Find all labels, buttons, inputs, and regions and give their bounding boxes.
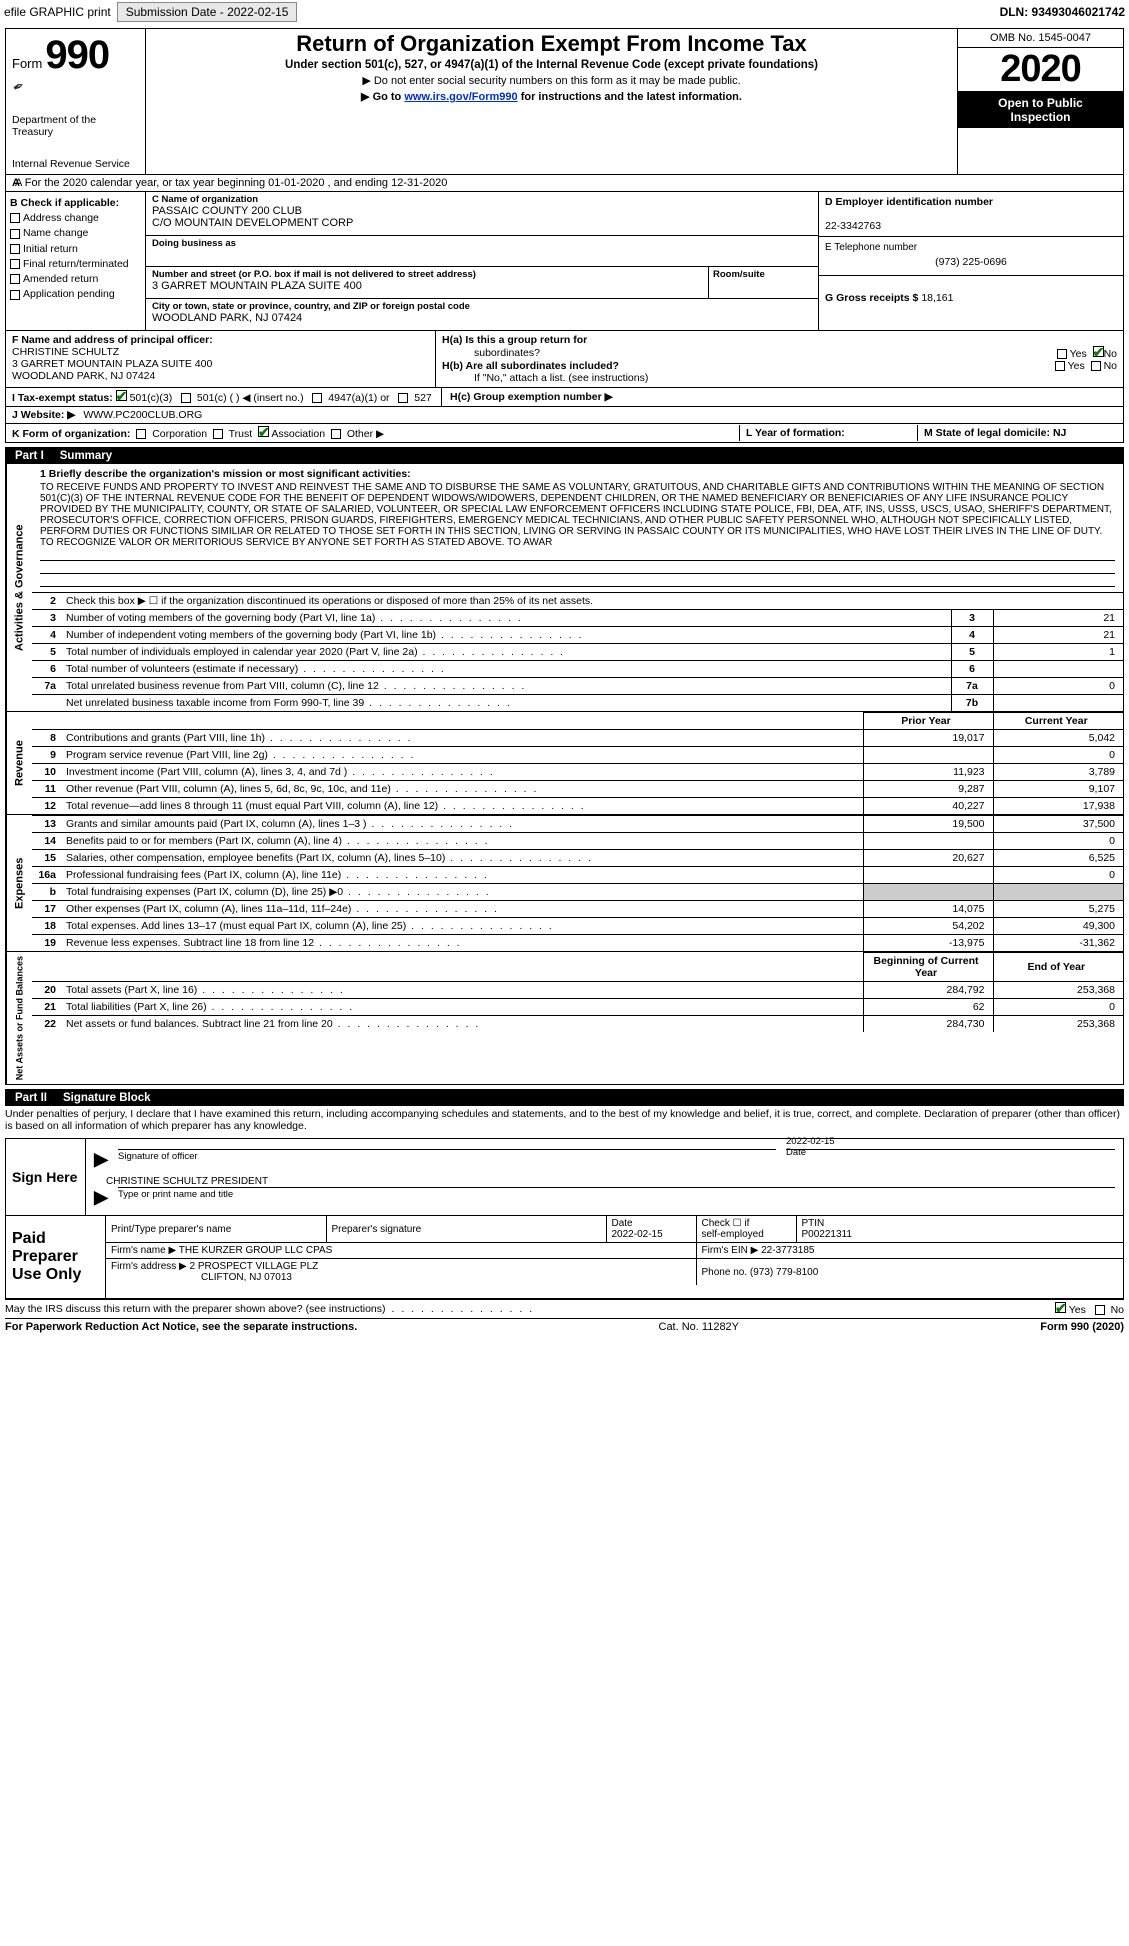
signature-declaration: Under penalties of perjury, I declare th… xyxy=(5,1106,1124,1134)
checkbox-icon[interactable] xyxy=(312,393,322,403)
checkbox-icon[interactable] xyxy=(1055,361,1065,371)
checkbox-icon[interactable] xyxy=(10,274,20,284)
efile-label: efile GRAPHIC print xyxy=(4,5,111,19)
org-street: 3 GARRET MOUNTAIN PLAZA SUITE 400 xyxy=(152,280,362,292)
dln-label: DLN: 93493046021742 xyxy=(1000,5,1125,19)
col-b: B Check if applicable: Address change Na… xyxy=(6,192,146,330)
sig-name-line: Type or print name and title xyxy=(118,1187,1115,1208)
checkbox-checked-icon[interactable] xyxy=(116,390,127,401)
expenses-section: Expenses 13Grants and similar amounts pa… xyxy=(5,815,1124,952)
checkbox-icon[interactable] xyxy=(1091,361,1101,371)
net-assets-section: Net Assets or Fund Balances Beginning of… xyxy=(5,952,1124,1085)
line-a: A A For the 2020 calendar year, or tax y… xyxy=(6,174,1123,191)
vtab-activities: Activities & Governance xyxy=(6,464,32,711)
checkbox-icon[interactable] xyxy=(136,429,146,439)
ag-table: 2Check this box ▶ ☐ if the organization … xyxy=(32,592,1123,711)
form-word: Form xyxy=(12,56,42,71)
org-name: PASSAIC COUNTY 200 CLUB xyxy=(152,205,302,217)
footer: For Paperwork Reduction Act Notice, see … xyxy=(5,1318,1124,1335)
checkbox-icon[interactable] xyxy=(10,290,20,300)
org-name-2: C/O MOUNTAIN DEVELOPMENT CORP xyxy=(152,217,353,229)
org-city: WOODLAND PARK, NJ 07424 xyxy=(152,312,302,324)
gross-receipts: 18,161 xyxy=(921,292,953,304)
vtab-net-assets: Net Assets or Fund Balances xyxy=(6,952,32,1084)
net-assets-table: Beginning of Current YearEnd of Year20To… xyxy=(32,952,1123,1032)
website: WWW.PC200CLUB.ORG xyxy=(83,409,202,421)
col-h: H(a) Is this a group return for subordin… xyxy=(436,331,1123,387)
vtab-expenses: Expenses xyxy=(6,815,32,951)
feather-icon: ✒ xyxy=(10,76,29,95)
expenses-table: 13Grants and similar amounts paid (Part … xyxy=(32,815,1123,951)
irs-link[interactable]: www.irs.gov/Form990 xyxy=(404,91,517,103)
mission-text: TO RECEIVE FUNDS AND PROPERTY TO INVEST … xyxy=(40,482,1115,548)
ssn-note: ▶ Do not enter social security numbers o… xyxy=(150,74,953,87)
sig-date-line: 2022-02-15 Date xyxy=(786,1149,1115,1170)
vtab-revenue: Revenue xyxy=(6,712,32,814)
part-1-header: Part I Summary xyxy=(5,447,1124,464)
top-toolbar: efile GRAPHIC print Submission Date - 20… xyxy=(0,0,1129,24)
checkbox-checked-icon[interactable] xyxy=(1055,1302,1066,1313)
sig-officer-line: Signature of officer xyxy=(118,1149,776,1170)
checkbox-icon[interactable] xyxy=(10,244,20,254)
checkbox-icon[interactable] xyxy=(331,429,341,439)
revenue-table: Prior YearCurrent Year8Contributions and… xyxy=(32,712,1123,814)
phone: (973) 225-0696 xyxy=(935,256,1007,268)
checkbox-checked-icon[interactable] xyxy=(258,426,269,437)
form-number: 990 xyxy=(45,33,109,78)
activities-governance: Activities & Governance 1 Briefly descri… xyxy=(5,464,1124,712)
checkbox-icon[interactable] xyxy=(181,393,191,403)
sign-here-block: Sign Here ▶ Signature of officer 2022-02… xyxy=(5,1138,1124,1216)
part-2-header: Part II Signature Block xyxy=(5,1089,1124,1106)
ein: 22-3342763 xyxy=(825,220,881,232)
tax-year: 2020 xyxy=(958,48,1123,92)
checkbox-icon[interactable] xyxy=(10,229,20,239)
header-right: OMB No. 1545-0047 2020 Open to Public In… xyxy=(958,29,1123,174)
checkbox-checked-icon[interactable] xyxy=(1093,346,1104,357)
col-degh: D Employer identification number 22-3342… xyxy=(818,192,1123,330)
checkbox-icon[interactable] xyxy=(1057,349,1067,359)
col-f: F Name and address of principal officer:… xyxy=(6,331,436,387)
officer-name: CHRISTINE SCHULTZ PRESIDENT xyxy=(86,1176,1123,1187)
header-left: Form 990 ✒ Department of the Treasury In… xyxy=(6,29,146,174)
checkbox-icon[interactable] xyxy=(213,429,223,439)
checkbox-icon[interactable] xyxy=(1095,1305,1105,1315)
form-title: Return of Organization Exempt From Incom… xyxy=(150,31,953,57)
arrow-icon: ▶ xyxy=(94,1187,108,1208)
paid-preparer-block: Paid Preparer Use Only Print/Type prepar… xyxy=(5,1216,1124,1299)
submission-date-button[interactable]: Submission Date - 2022-02-15 xyxy=(117,2,298,22)
checkbox-icon[interactable] xyxy=(10,259,20,269)
arrow-icon: ▶ xyxy=(94,1149,108,1170)
dept-irs: Internal Revenue Service xyxy=(12,158,139,170)
goto-line: ▶ Go to www.irs.gov/Form990 for instruct… xyxy=(150,90,953,103)
col-c: C Name of organization PASSAIC COUNTY 20… xyxy=(146,192,818,330)
header-center: Return of Organization Exempt From Incom… xyxy=(146,29,958,174)
dept-treasury: Department of the Treasury xyxy=(12,114,139,138)
checkbox-icon[interactable] xyxy=(398,393,408,403)
form-header: Form 990 ✒ Department of the Treasury In… xyxy=(5,28,1124,443)
omb-number: OMB No. 1545-0047 xyxy=(958,29,1123,48)
checkbox-icon[interactable] xyxy=(10,213,20,223)
form-subtitle: Under section 501(c), 527, or 4947(a)(1)… xyxy=(150,59,953,71)
revenue-section: Revenue Prior YearCurrent Year8Contribut… xyxy=(5,712,1124,815)
discuss-line: May the IRS discuss this return with the… xyxy=(5,1299,1124,1318)
inspection-badge: Open to Public Inspection xyxy=(958,92,1123,128)
